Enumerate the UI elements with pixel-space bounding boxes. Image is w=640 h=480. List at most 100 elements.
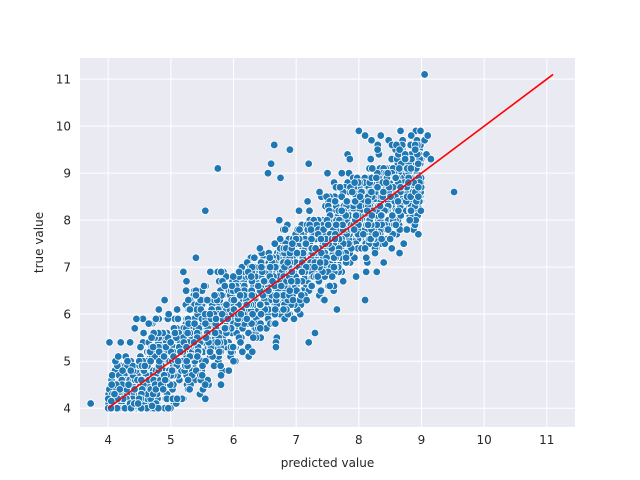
scatter-point — [173, 314, 183, 324]
scatter-point — [307, 234, 316, 244]
scatter-point — [172, 394, 182, 403]
scatter-point — [371, 230, 380, 239]
scatter-point — [159, 352, 169, 361]
scatter-point — [125, 338, 135, 347]
scatter-point — [235, 291, 245, 300]
scatter-point — [388, 211, 397, 220]
scatter-point — [148, 342, 158, 352]
scatter-point — [270, 239, 279, 248]
scatter-point — [379, 258, 388, 267]
scatter-point — [222, 300, 231, 309]
scatter-point — [373, 183, 382, 192]
scatter-point — [132, 314, 141, 324]
scatter-point — [215, 347, 224, 356]
scatter-point — [250, 253, 259, 262]
scatter-point — [315, 258, 325, 267]
scatter-point — [335, 183, 345, 192]
scatter-point — [313, 272, 322, 281]
scatter-point — [210, 291, 219, 300]
scatter-point — [229, 356, 238, 366]
scatter-point — [248, 347, 257, 356]
scatter-point — [349, 225, 359, 234]
scatter-point — [280, 225, 290, 234]
scatter-point — [234, 267, 244, 277]
scatter-point — [126, 366, 136, 375]
scatter-point — [272, 291, 281, 300]
scatter-point — [316, 234, 326, 244]
scatter-point — [211, 314, 221, 324]
scatter-point — [259, 277, 269, 286]
scatter-point — [288, 295, 298, 305]
scatter-point — [256, 309, 266, 319]
scatter-point — [375, 201, 385, 211]
scatter-point — [337, 192, 346, 201]
x-tick-label: 6 — [230, 433, 238, 447]
scatter-point — [86, 399, 95, 408]
scatter-point — [377, 234, 386, 244]
scatter-point — [334, 248, 343, 258]
scatter-point — [265, 262, 275, 272]
scatter-point — [247, 291, 257, 300]
x-tick-label: 11 — [539, 433, 554, 447]
scatter-point — [166, 338, 175, 347]
scatter-point — [277, 281, 286, 291]
scatter-point — [320, 295, 329, 305]
scatter-point — [147, 333, 156, 342]
scatter-point — [354, 126, 364, 136]
scatter-point — [228, 342, 238, 352]
scatter-point — [366, 234, 375, 244]
scatter-point — [172, 305, 182, 314]
x-tick-label: 8 — [355, 433, 363, 447]
scatter-point — [271, 342, 281, 352]
scatter-point — [266, 159, 276, 168]
scatter-point — [289, 314, 299, 324]
reference-line-layer — [107, 73, 554, 409]
y-tick-label: 11 — [56, 73, 71, 87]
scatter-point — [297, 267, 307, 277]
scatter-point — [130, 324, 139, 333]
scatter-point — [263, 168, 273, 178]
scatter-point — [423, 131, 432, 140]
scatter-point — [304, 338, 313, 347]
scatter-point — [414, 230, 423, 239]
data-points — [86, 70, 459, 413]
scatter-point — [400, 154, 410, 164]
scatter-point — [361, 267, 371, 277]
y-tick-label: 5 — [63, 355, 71, 369]
scatter-point — [362, 253, 371, 262]
scatter-point — [229, 295, 239, 305]
scatter-point — [402, 225, 412, 234]
scatter-point — [395, 248, 404, 258]
scatter-point — [368, 164, 377, 173]
scatter-point — [256, 324, 265, 333]
scatter-point — [151, 314, 161, 324]
scatter-point — [285, 286, 294, 295]
scatter-point — [139, 328, 148, 338]
scatter-point — [183, 375, 193, 385]
scatter-point — [391, 220, 401, 230]
scatter-point — [216, 380, 226, 389]
scatter-point — [216, 267, 226, 277]
scatter-point — [355, 192, 365, 201]
scatter-point — [359, 230, 368, 239]
scatter-point — [337, 206, 346, 215]
x-axis-label: predicted value — [281, 456, 375, 470]
y-axis-label: true value — [32, 212, 46, 273]
scatter-point — [146, 356, 155, 366]
scatter-point — [379, 187, 388, 197]
scatter-point — [201, 380, 210, 389]
scatter-point — [201, 394, 210, 403]
scatter-point — [167, 366, 177, 375]
y-tick-label: 7 — [63, 261, 71, 275]
scatter-point — [123, 356, 132, 366]
scatter-point — [302, 295, 311, 305]
scatter-point — [396, 126, 405, 136]
scatter-point — [265, 253, 274, 262]
scatter-point — [115, 385, 124, 394]
scatter-point — [323, 168, 332, 178]
scatter-point — [315, 187, 324, 197]
scatter-point — [426, 154, 436, 164]
scatter-point — [144, 319, 153, 328]
scatter-point — [303, 197, 312, 206]
scatter-point — [160, 295, 169, 305]
